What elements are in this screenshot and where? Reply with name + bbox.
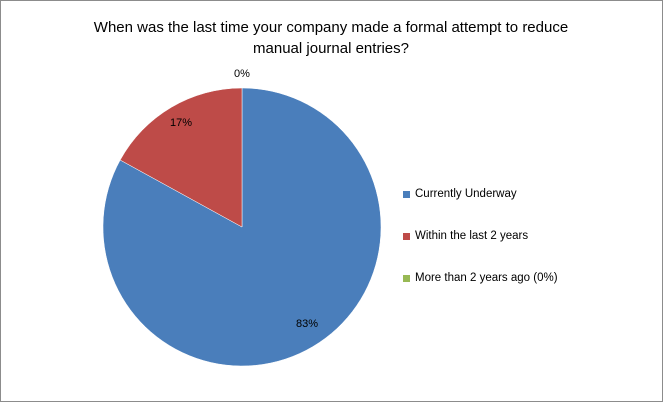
- legend-swatch-1: [403, 232, 410, 240]
- legend-swatch-2: [403, 274, 410, 282]
- legend-label-1: Within the last 2 years: [415, 230, 529, 242]
- legend-swatch-0: [403, 190, 410, 198]
- data-label-0: 83%: [296, 318, 318, 330]
- pie-slice-0: [102, 87, 382, 367]
- legend-item-0: Currently Underway: [403, 185, 558, 203]
- data-label-1: 17%: [170, 117, 192, 129]
- chart-title: When was the last time your company made…: [93, 19, 569, 57]
- legend-label-0: Currently Underway: [415, 188, 517, 200]
- legend: Currently Underway Within the last 2 year…: [403, 185, 558, 311]
- pie-slice-1: [119, 87, 243, 228]
- legend-item-1: Within the last 2 years: [403, 227, 558, 245]
- legend-label-2: More than 2 years ago (0%): [415, 272, 558, 284]
- data-label-2: 0%: [234, 68, 250, 80]
- legend-item-2: More than 2 years ago (0%): [403, 269, 558, 287]
